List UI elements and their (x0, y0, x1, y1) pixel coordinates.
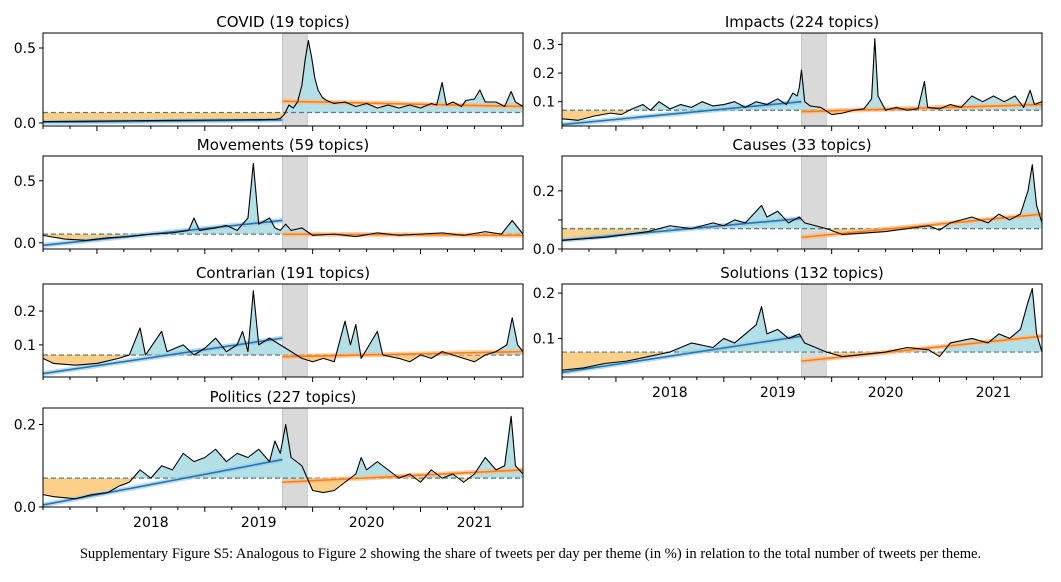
panel-1: Impacts (224 topics) 0.1 0.2 0.3 (533, 13, 1043, 131)
y-tick-label: 0.5 (14, 174, 36, 190)
y-tick-label: 0.2 (533, 286, 555, 302)
plot-area (43, 284, 523, 377)
axes-frame (561, 283, 1043, 378)
x-tick-label: 2019 (760, 385, 796, 401)
y-tick-label: 0.0 (14, 116, 36, 132)
y-tick-label: 0.1 (533, 95, 555, 111)
x-tick-label: 2021 (976, 385, 1012, 401)
panel-title: Impacts (224 topics) (725, 13, 879, 31)
plot-area (43, 156, 523, 249)
y-tick-label: 0.2 (14, 418, 36, 434)
trend-post-line (282, 469, 523, 484)
x-tick-label: 2021 (457, 515, 493, 531)
series-line (43, 39, 523, 123)
plot-area (562, 156, 1042, 249)
trend-pre-line (562, 100, 802, 126)
x-tick-label: 2018 (652, 385, 688, 401)
panel-3: Causes (33 topics) 0.0 0.2 (533, 136, 1043, 258)
y-tick-label: 0.1 (533, 331, 555, 347)
axes-frame (42, 407, 524, 508)
y-tick-label: 0.2 (14, 304, 36, 320)
y-tick-label: 0.2 (533, 66, 555, 82)
panel-6: Politics (227 topics) 0.0 0.2 2018 2019 2020 2… (14, 388, 524, 531)
y-tick-label: 0.2 (533, 184, 555, 200)
series-line (43, 290, 523, 366)
axes-frame (42, 283, 524, 378)
series-line (562, 164, 1042, 241)
area-below-baseline (562, 110, 1042, 121)
area-below-baseline (562, 352, 1042, 371)
plot-area (43, 408, 523, 507)
x-tick-label: 2020 (349, 515, 385, 531)
series-line (43, 415, 523, 500)
axes-frame (42, 155, 524, 250)
axes-frame (561, 32, 1043, 127)
series-line (43, 162, 523, 241)
figure-caption: Supplementary Figure S5: Analogous to Fi… (79, 546, 982, 562)
series-line (562, 38, 1042, 121)
trend-pre-line (43, 337, 283, 375)
panel-title: Politics (227 topics) (210, 388, 357, 406)
area-below-baseline (43, 478, 523, 499)
y-tick-label: 0.3 (533, 37, 555, 53)
panel-title: COVID (19 topics) (216, 13, 349, 31)
shaded-period (282, 284, 308, 377)
trend-post-line (282, 100, 523, 108)
trend-post-line (801, 213, 1042, 239)
plot-area (562, 284, 1042, 377)
y-tick-label: 0.5 (14, 41, 36, 57)
area-above-baseline (562, 164, 1042, 229)
panel-title: Movements (59 topics) (197, 136, 369, 154)
trend-pre-line (562, 335, 802, 374)
area-above-baseline (669, 288, 1042, 353)
x-tick-label: 2020 (868, 385, 904, 401)
plot-area (43, 33, 523, 126)
trend-pre-line (43, 119, 283, 124)
panel-title: Causes (33 topics) (732, 136, 871, 154)
area-above-baseline (43, 416, 523, 479)
axes-frame (42, 32, 524, 127)
panel-4: Contrarian (191 topics) 0.1 0.2 (14, 264, 524, 382)
y-tick-label: 0.0 (14, 236, 36, 252)
area-above-baseline (629, 38, 1042, 111)
panel-title: Solutions (132 topics) (720, 264, 884, 282)
axes-frame (561, 155, 1043, 250)
panel-title: Contrarian (191 topics) (196, 264, 370, 282)
trend-post-line (282, 350, 523, 358)
series-line (562, 287, 1042, 371)
y-tick-label: 0.1 (14, 338, 36, 354)
y-tick-label: 0.0 (533, 242, 555, 258)
plot-area (562, 33, 1042, 126)
x-tick-label: 2018 (133, 515, 169, 531)
area-above-baseline (43, 290, 523, 356)
panel-5: Solutions (132 topics) 0.1 0.2 2018 2019 2020… (533, 264, 1043, 401)
panel-0: COVID (19 topics) 0.0 0.5 (14, 13, 524, 132)
x-tick-label: 2019 (241, 515, 277, 531)
y-tick-label: 0.0 (14, 500, 36, 516)
trend-pre-line (562, 217, 802, 242)
trend-post-line (801, 103, 1042, 113)
panel-2: Movements (59 topics) 0.0 0.5 (14, 136, 524, 254)
